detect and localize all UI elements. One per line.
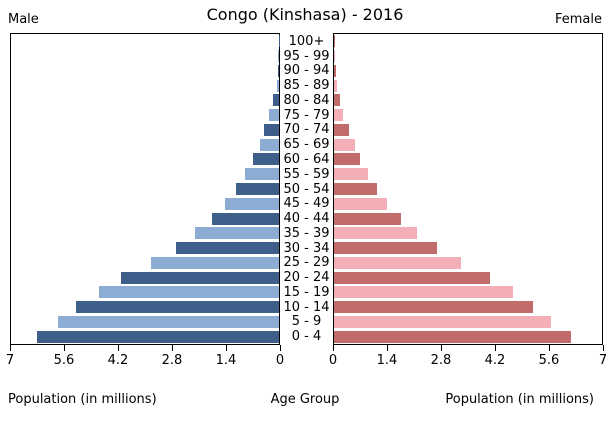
female-bar-40-44 <box>334 212 401 225</box>
age-group-label: 55 - 59 <box>283 166 330 182</box>
female-bar-15-19 <box>334 286 513 299</box>
age-group-label: 70 - 74 <box>283 122 330 138</box>
x-tick-label-left: 7 <box>5 353 15 368</box>
male-bar-25-29 <box>151 256 279 269</box>
male-bar-20-24 <box>121 271 279 284</box>
male-bar-0-4 <box>36 330 279 343</box>
male-bar-15-19 <box>99 286 279 299</box>
age-group-label: 15 - 19 <box>283 284 330 300</box>
x-tick-left <box>280 345 281 351</box>
age-group-label: 100+ <box>288 33 325 49</box>
female-bar-75-79 <box>334 109 343 122</box>
male-bar-5-9 <box>57 315 279 328</box>
male-bar-65-69 <box>259 138 279 151</box>
male-bar-80-84 <box>273 94 279 107</box>
male-bar-90-94 <box>277 64 279 77</box>
age-group-label: 45 - 49 <box>283 196 330 212</box>
x-tick-label-right: 4.2 <box>484 353 506 368</box>
female-bar-0-4 <box>334 330 572 343</box>
age-group-label: 30 - 34 <box>283 240 330 256</box>
age-group-label: 10 - 14 <box>283 299 330 315</box>
x-tick-label-right: 0 <box>328 353 338 368</box>
female-bar-45-49 <box>334 197 387 210</box>
x-tick-right <box>549 345 550 351</box>
age-group-label: 85 - 89 <box>283 78 330 94</box>
age-group-label: 35 - 39 <box>283 225 330 241</box>
x-tick-label-left: 0 <box>275 353 285 368</box>
x-tick-left <box>64 345 65 351</box>
female-bars-panel <box>333 33 603 345</box>
female-side-header: Female <box>554 12 602 27</box>
x-tick-label-left: 4.2 <box>107 353 129 368</box>
female-bar-95-99 <box>334 50 335 63</box>
x-tick-label-right: 7 <box>598 353 608 368</box>
x-tick-left <box>226 345 227 351</box>
male-axis-label: Population (in millions) <box>8 392 157 407</box>
female-bar-25-29 <box>334 256 461 269</box>
x-tick-right <box>387 345 388 351</box>
male-bar-35-39 <box>194 227 279 240</box>
age-group-label: 5 - 9 <box>291 314 322 330</box>
male-bar-10-14 <box>76 301 279 314</box>
x-tick-left <box>118 345 119 351</box>
age-group-label: 0 - 4 <box>291 329 322 345</box>
x-tick-right <box>333 345 334 351</box>
male-bar-85-89 <box>276 79 279 92</box>
male-bar-45-49 <box>224 197 279 210</box>
age-group-label: 50 - 54 <box>283 181 330 197</box>
age-group-axis: 100+ 95 - 99 90 - 94 85 - 89 80 - 84 75 - 79 7… <box>280 34 333 344</box>
x-tick-label-right: 2.8 <box>430 353 452 368</box>
age-group-label: 20 - 24 <box>283 270 330 286</box>
chart-title: Congo (Kinshasa) - 2016 <box>206 5 404 24</box>
x-tick-right <box>603 345 604 351</box>
female-bar-55-59 <box>334 168 369 181</box>
female-bar-80-84 <box>334 94 341 107</box>
age-group-label: 60 - 64 <box>283 151 330 167</box>
male-side-header: Male <box>8 12 39 27</box>
male-bar-40-44 <box>212 212 279 225</box>
x-tick-right <box>495 345 496 351</box>
x-tick-label-left: 2.8 <box>161 353 183 368</box>
male-bars-panel <box>10 33 280 345</box>
x-tick-left <box>172 345 173 351</box>
x-tick-label-left: 5.6 <box>53 353 75 368</box>
female-bar-10-14 <box>334 301 534 314</box>
male-bar-30-34 <box>175 242 279 255</box>
female-bar-35-39 <box>334 227 418 240</box>
female-bar-90-94 <box>334 64 336 77</box>
female-bar-70-74 <box>334 123 350 136</box>
male-bar-60-64 <box>252 153 279 166</box>
male-bar-50-54 <box>235 183 279 195</box>
male-bar-70-74 <box>264 123 279 136</box>
x-tick-label-right: 1.4 <box>376 353 398 368</box>
female-bar-60-64 <box>334 153 361 166</box>
female-bar-20-24 <box>334 271 491 284</box>
age-group-label: 90 - 94 <box>283 63 330 79</box>
x-tick-left <box>10 345 11 351</box>
age-group-axis-label: Age Group <box>270 392 340 407</box>
age-group-label: 75 - 79 <box>283 107 330 123</box>
age-group-label: 95 - 99 <box>283 48 330 64</box>
female-bar-50-54 <box>334 183 378 195</box>
male-bar-75-79 <box>269 109 279 122</box>
x-tick-right <box>441 345 442 351</box>
x-tick-label-right: 5.6 <box>538 353 560 368</box>
female-bar-30-34 <box>334 242 437 255</box>
age-group-label: 65 - 69 <box>283 137 330 153</box>
x-tick-label-left: 1.4 <box>215 353 237 368</box>
age-group-label: 80 - 84 <box>283 92 330 108</box>
age-group-label: 40 - 44 <box>283 211 330 227</box>
female-bar-5-9 <box>334 315 551 328</box>
age-group-label: 25 - 29 <box>283 255 330 271</box>
female-bar-85-89 <box>334 79 338 92</box>
male-bar-95-99 <box>278 50 279 63</box>
male-bar-55-59 <box>244 168 279 181</box>
female-axis-label: Population (in millions) <box>445 392 594 407</box>
female-bar-65-69 <box>334 138 355 151</box>
